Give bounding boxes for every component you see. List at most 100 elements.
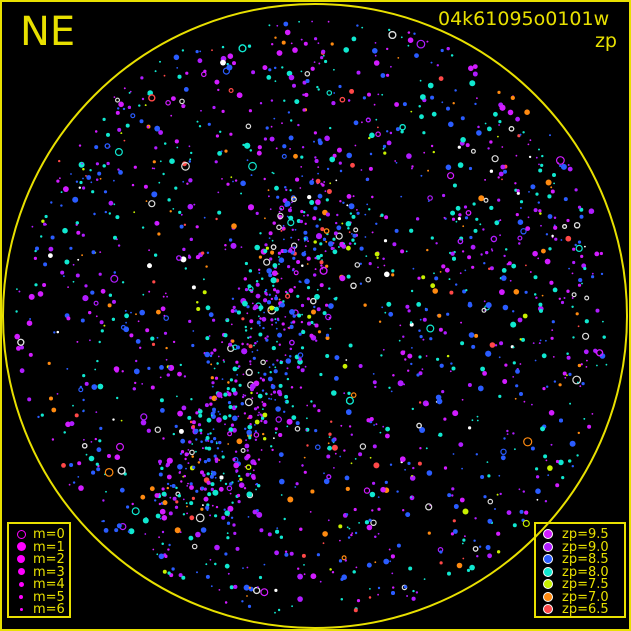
star-point [328,241,334,247]
star-point [195,225,199,229]
star-point [513,289,520,295]
star-point [468,426,472,430]
star-point [191,443,194,445]
star-point [400,249,405,254]
star-point [399,324,402,327]
frame-id: 04k61095o0101w [438,8,610,30]
star-point [91,470,96,475]
star-point [339,241,345,248]
star-point [380,73,386,78]
star-point [63,275,65,278]
star-point [538,148,540,151]
star-point [265,392,268,396]
star-point [410,362,413,366]
star-point [203,69,207,73]
star-point [227,572,230,575]
star-point [361,121,363,124]
star-point [365,276,372,283]
star-point [278,298,281,301]
star-point [566,355,571,360]
star-point [289,355,292,358]
star-point [298,20,300,23]
star-point [79,180,83,185]
star-point [146,428,151,433]
star-point [222,415,228,420]
star-point [475,453,478,456]
star-point [191,425,195,429]
star-point [234,405,238,408]
star-point [440,48,444,53]
star-point [159,365,164,370]
star-point [313,247,317,251]
star-point [152,160,156,164]
star-point [413,32,416,35]
star-point [509,279,512,282]
star-point [353,507,357,512]
star-point [322,311,327,316]
star-point [204,351,210,358]
star-point [258,332,263,337]
star-point [519,133,522,136]
star-point [163,74,166,77]
star-point [147,366,151,370]
star-point [389,560,392,563]
star-point [229,482,233,486]
star-point [296,365,300,369]
star-point [276,389,282,395]
star-point [166,295,169,298]
star-point [99,426,103,430]
star-point [177,371,182,377]
star-point [262,432,265,436]
star-point [175,486,178,490]
star-point [40,235,43,238]
star-point [554,237,558,241]
zp-legend-entry: zp=8.5 [536,553,624,566]
star-point [244,288,249,292]
star-point [541,353,547,359]
star-point [143,184,148,189]
star-point [267,532,272,537]
star-point [545,339,547,342]
star-point [323,181,326,183]
star-point [288,288,294,293]
star-point [547,194,552,199]
star-point [456,562,463,569]
star-point [373,462,380,469]
star-point [161,515,168,521]
star-point [77,461,82,466]
star-point [372,380,377,385]
star-point [158,472,163,477]
star-point [129,333,134,338]
star-point [174,527,181,534]
star-point [477,125,480,129]
star-point [410,496,412,498]
star-point [289,206,292,209]
star-point [543,454,548,459]
star-point [181,161,190,171]
star-point [335,179,338,182]
star-point [377,593,379,596]
zp-color-swatch-icon [543,554,553,564]
star-point [213,454,217,458]
star-point [274,611,276,614]
star-point [227,381,230,384]
star-point [246,429,252,436]
star-point [195,411,199,415]
star-point [224,601,228,604]
star-point [331,438,336,443]
star-point [296,294,300,298]
star-point [276,195,280,199]
star-point [286,425,289,428]
star-point [162,569,167,574]
star-point [602,335,606,339]
star-point [567,166,573,172]
star-point [222,472,225,475]
star-point [335,296,338,300]
star-point [185,467,187,470]
star-point [327,445,332,451]
star-point [498,171,504,177]
star-point [96,178,99,181]
star-point [165,100,171,106]
star-point [276,340,278,343]
star-point [104,468,114,477]
